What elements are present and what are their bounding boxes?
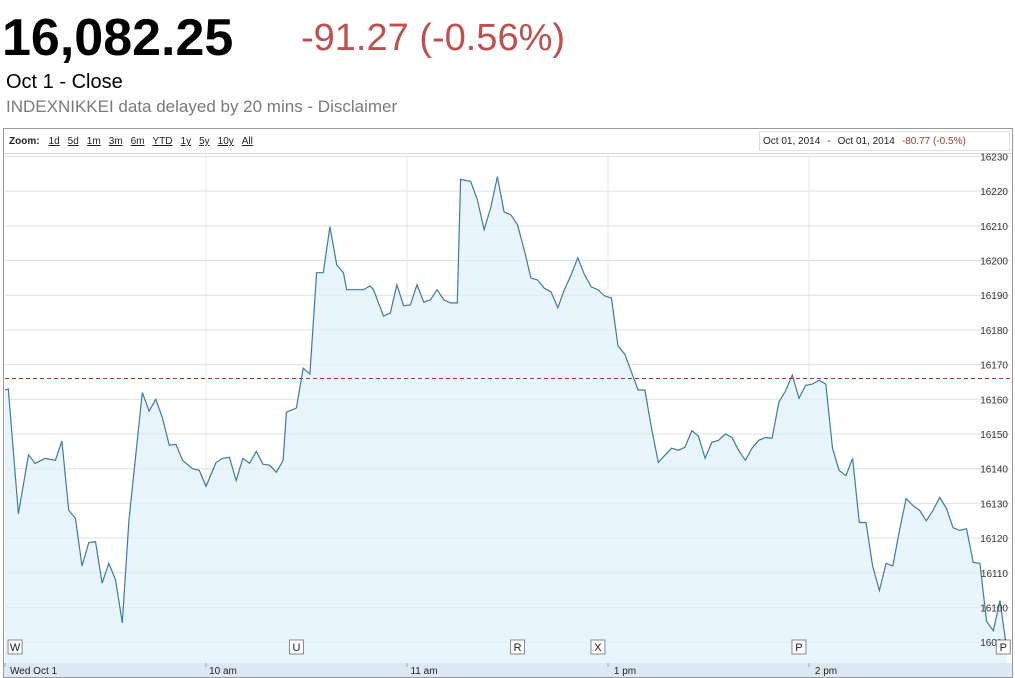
zoom-label: Zoom: — [9, 136, 40, 147]
price: 16,082.25 — [2, 9, 233, 67]
price-change: -91.27 (-0.56%) — [301, 17, 565, 59]
y-tick-label: 16100 — [980, 603, 1008, 614]
y-tick-label: 16180 — [980, 326, 1008, 337]
y-tick-label: 16190 — [980, 291, 1008, 302]
range-end: Oct 01, 2014 — [838, 136, 896, 147]
event-flag-label: U — [292, 642, 300, 654]
event-flag[interactable] — [791, 639, 807, 655]
x-tick-label: 2 pm — [815, 666, 837, 677]
event-flag-label: W — [10, 642, 21, 654]
event-flag[interactable] — [288, 639, 304, 655]
range-start: Oct 01, 2014 — [763, 136, 821, 147]
event-flag[interactable] — [7, 639, 23, 655]
zoom-link[interactable]: 5y — [199, 136, 210, 147]
range-change: -80.77 (-0.5%) — [902, 136, 966, 147]
zoom-link[interactable]: All — [242, 136, 253, 147]
zoom-link[interactable]: YTD — [153, 136, 173, 147]
y-tick-label: 16220 — [980, 187, 1008, 198]
event-flag-label: P — [1000, 642, 1007, 654]
price-line — [4, 176, 1008, 650]
status: Oct 1 - Close — [6, 71, 123, 93]
x-tick-label: 11 am — [410, 666, 437, 677]
zoom-link[interactable]: 10y — [218, 136, 234, 147]
y-tick-label: 16200 — [980, 257, 1008, 268]
range-separator: - — [827, 136, 830, 147]
x-tick-label: Wed Oct 1 — [10, 666, 57, 677]
x-tick-label: 1 pm — [614, 666, 636, 677]
y-tick-label: 16210 — [980, 222, 1008, 233]
area-fill — [5, 176, 1007, 663]
zoom-link[interactable]: 1y — [181, 136, 192, 147]
y-tick-label: 16090 — [980, 638, 1008, 649]
event-flag-label: R — [514, 642, 522, 654]
y-tick-label: 16150 — [980, 430, 1008, 441]
delay-note: INDEXNIKKEI data delayed by 20 mins - Di… — [6, 97, 397, 116]
y-tick-label: 16110 — [981, 569, 1009, 580]
x-axis-band — [4, 663, 1012, 677]
y-tick-label: 16160 — [980, 395, 1008, 406]
y-tick-label: 16140 — [980, 465, 1008, 476]
y-tick-label: 16230 — [980, 152, 1008, 163]
zoom-link[interactable]: 6m — [131, 136, 145, 147]
event-flag-label: P — [795, 642, 802, 654]
y-tick-label: 16130 — [980, 499, 1008, 510]
zoom-link[interactable]: 1m — [87, 136, 101, 147]
zoom-link[interactable]: 1d — [49, 136, 60, 147]
range-summary-box — [759, 131, 1010, 151]
plot: 16090 16100 16110 16120 16130 16140 16150 16160… — [4, 152, 1012, 677]
x-tick-label: 10 am — [209, 666, 237, 677]
zoom-link[interactable]: 5d — [68, 136, 79, 147]
zoom-link[interactable]: 3m — [109, 136, 123, 147]
y-tick-label: 16170 — [980, 361, 1008, 372]
event-flag-label: X — [594, 642, 602, 654]
event-flag[interactable] — [590, 639, 606, 655]
y-tick-label: 16120 — [980, 534, 1008, 545]
event-flag[interactable] — [995, 639, 1011, 655]
event-flag[interactable] — [510, 639, 526, 655]
